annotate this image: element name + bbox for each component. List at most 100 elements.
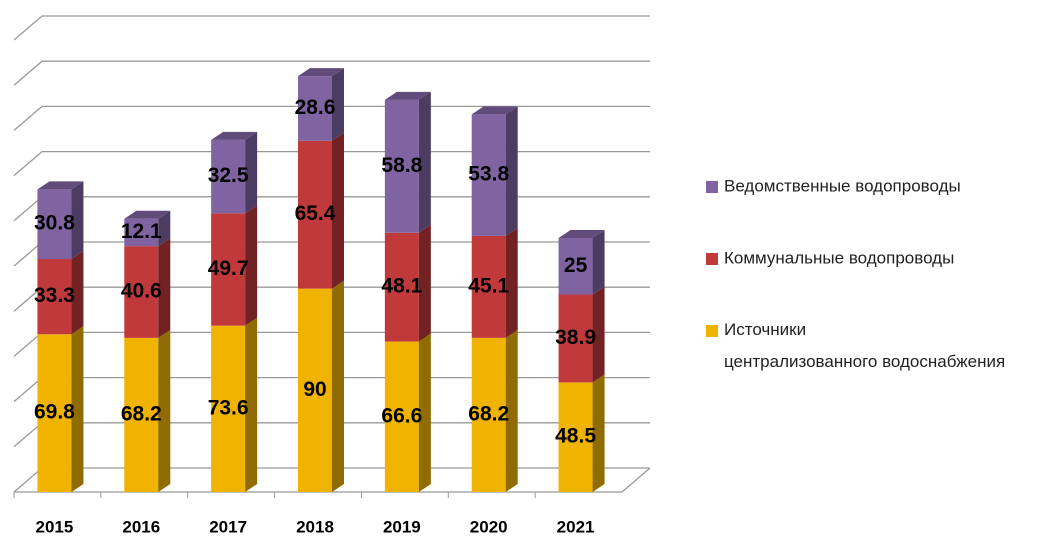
bar-front — [558, 237, 593, 295]
bar-front — [37, 189, 72, 259]
bar-front — [211, 213, 246, 326]
bar-top — [211, 131, 258, 140]
bar-front — [384, 99, 419, 233]
grid-line — [13, 15, 650, 41]
bar-segment — [471, 227, 518, 338]
data-label: 45.1 — [468, 274, 509, 297]
data-label: 49.7 — [208, 257, 249, 280]
bar-front — [298, 288, 332, 492]
bar-front — [471, 337, 506, 492]
legend-swatch — [706, 325, 718, 337]
x-tick-label: 2019 — [383, 517, 421, 536]
bar-side — [505, 106, 518, 236]
bar-front — [211, 139, 246, 214]
bar-segment — [558, 374, 605, 492]
data-label: 12.1 — [121, 220, 162, 243]
bar-front — [558, 382, 593, 492]
bar-front — [124, 246, 159, 338]
bar-front — [558, 294, 593, 383]
data-label: 68.2 — [121, 402, 162, 425]
bar-side — [592, 374, 605, 492]
bar-side — [158, 238, 171, 338]
bar-segment — [37, 326, 84, 492]
bar-segment — [298, 68, 344, 141]
data-label: 66.6 — [381, 404, 422, 427]
bar-segment — [124, 329, 171, 492]
bar-top — [124, 210, 171, 219]
bar-top — [471, 106, 518, 115]
data-label: 30.8 — [34, 212, 75, 235]
bar-segment — [384, 91, 431, 233]
bar-side — [71, 181, 84, 259]
bar-side — [332, 132, 344, 289]
bar-segment — [384, 224, 431, 342]
bar-top — [37, 181, 84, 190]
bar-side — [418, 224, 431, 342]
bar-segment — [124, 238, 171, 338]
data-label: 28.6 — [295, 96, 336, 119]
bar-side — [245, 131, 258, 214]
bar-front — [124, 337, 159, 492]
bar-side — [332, 280, 344, 492]
bar-segment — [211, 317, 258, 492]
data-label: 68.2 — [468, 402, 509, 425]
x-tick-label: 2015 — [36, 517, 74, 536]
data-label: 25 — [564, 254, 588, 277]
bar-side — [418, 333, 431, 492]
data-label: 38.9 — [555, 326, 596, 349]
bar-segment — [558, 286, 605, 383]
data-label: 33.3 — [34, 284, 75, 307]
bar-front — [37, 258, 72, 335]
x-tick-label: 2021 — [557, 517, 595, 536]
bar-segment — [298, 132, 344, 289]
data-label: 48.5 — [555, 425, 596, 448]
grid-line — [13, 60, 650, 86]
data-label: 53.8 — [468, 163, 509, 186]
data-label: 40.6 — [121, 280, 162, 303]
bar-side — [158, 329, 171, 492]
x-tick-label: 2016 — [122, 517, 160, 536]
bar-front — [298, 76, 332, 141]
grid-line — [13, 105, 650, 131]
bar-top — [558, 229, 605, 238]
bar-side — [71, 326, 84, 492]
bar-side — [505, 227, 518, 338]
x-tick-label: 2017 — [209, 517, 247, 536]
x-tick-label: 2020 — [470, 517, 508, 536]
x-tick-label: 2018 — [296, 517, 334, 536]
bar-side — [418, 91, 431, 233]
bar-side — [592, 229, 605, 295]
data-label: 90 — [303, 378, 326, 401]
bar-front — [211, 325, 246, 492]
bar-segment — [211, 205, 258, 326]
data-label: 32.5 — [208, 164, 249, 187]
data-label: 73.6 — [208, 396, 249, 419]
bar-top — [384, 91, 431, 100]
bar-front — [124, 218, 159, 247]
legend-label: Ведомственные водопроводы — [724, 176, 961, 195]
bar-top — [298, 68, 344, 77]
bar-side — [592, 286, 605, 383]
bar-segment — [558, 229, 605, 295]
bar-segment — [37, 181, 84, 259]
bar-segment — [471, 329, 518, 492]
grid-line — [13, 150, 650, 177]
data-label: 69.8 — [34, 401, 75, 424]
bar-front — [37, 334, 72, 492]
bar-segment — [471, 106, 518, 236]
bar-side — [245, 317, 258, 492]
bar-front — [384, 232, 419, 342]
bar-segment — [298, 280, 344, 492]
data-label: 58.8 — [381, 154, 422, 177]
bar-side — [332, 68, 344, 141]
legend-swatch — [706, 181, 718, 193]
bar-side — [505, 329, 518, 492]
data-label: 48.1 — [381, 275, 422, 298]
bar-segment — [124, 210, 171, 247]
bar-front — [384, 341, 419, 492]
bar-side — [71, 250, 84, 335]
data-label: 65.4 — [295, 202, 336, 225]
bar-front — [471, 235, 506, 338]
legend-label: Источники централизованного водоснабжения — [724, 320, 1005, 371]
legend-swatch — [706, 253, 718, 265]
